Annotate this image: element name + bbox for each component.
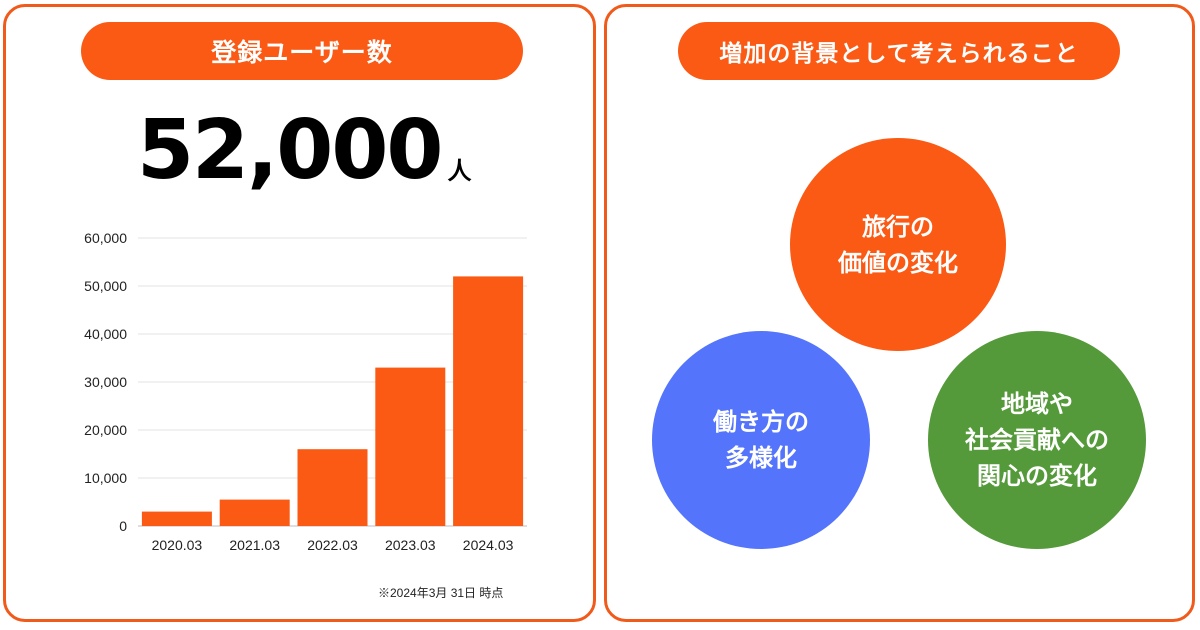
- total-users-value: 52,000: [137, 103, 443, 198]
- bar-2024.03: [453, 276, 524, 526]
- total-users-unit: 人: [447, 157, 472, 185]
- bar-2022.03: [297, 449, 368, 526]
- y-tick-label: 10,000: [84, 470, 127, 486]
- circle-line: 関心の変化: [977, 462, 1097, 490]
- y-tick-label: 20,000: [84, 422, 127, 438]
- circle-line: 働き方の: [713, 408, 809, 436]
- growth-background-title: 増加の背景として考えられること: [678, 22, 1120, 80]
- y-tick-label: 0: [119, 518, 127, 534]
- circle-line: 多様化: [725, 444, 797, 472]
- y-tick-label: 40,000: [84, 326, 127, 342]
- bar-2021.03: [219, 499, 290, 526]
- x-tick-label: 2021.03: [229, 537, 280, 553]
- circle-travel-value-change: 旅行の 価値の変化: [790, 138, 1006, 351]
- bar-2023.03: [375, 367, 446, 526]
- total-users: 52,000 人: [137, 110, 471, 192]
- bar-2020.03: [141, 511, 212, 526]
- y-tick-label: 60,000: [84, 230, 127, 246]
- x-tick-label: 2024.03: [463, 537, 514, 553]
- y-tick-label: 30,000: [84, 374, 127, 390]
- circle-line: 社会貢献への: [965, 426, 1109, 454]
- x-tick-label: 2023.03: [385, 537, 436, 553]
- circle-line: 価値の変化: [838, 248, 958, 277]
- circle-work-style-diversity: 働き方の 多様化: [652, 331, 870, 549]
- x-tick-label: 2020.03: [152, 537, 203, 553]
- circle-line: 地域や: [1001, 390, 1073, 418]
- chart-footnote: ※2024年3月 31日 時点: [378, 586, 504, 600]
- circle-line: 旅行の: [862, 212, 934, 241]
- y-tick-label: 50,000: [84, 278, 127, 294]
- users-bar-chart: 0 10,000 20,000 30,000 40,000 50,000 60,000 202…: [84, 230, 527, 553]
- x-tick-label: 2022.03: [307, 537, 358, 553]
- circle-community-contribution-interest: 地域や 社会貢献への 関心の変化: [928, 331, 1146, 549]
- registered-users-title: 登録ユーザー数: [81, 22, 523, 80]
